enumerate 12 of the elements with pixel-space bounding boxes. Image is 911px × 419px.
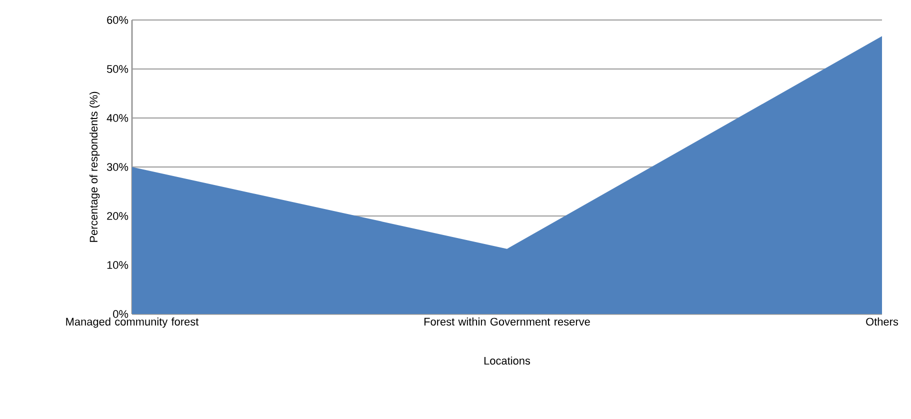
y-tick-label: 30% [106, 163, 128, 171]
y-tick-label: 20% [107, 212, 128, 220]
y-tick-label: 50% [106, 65, 128, 73]
y-tick-label: 60% [107, 16, 128, 24]
x-tick-label: Managed community forest [66, 318, 199, 328]
y-tick-label: 10% [107, 261, 128, 269]
y-axis-title: Percentage of respondents (%) [89, 92, 100, 242]
x-axis-title: Locations [484, 356, 530, 365]
x-tick-label: Forest within Government reserve [424, 318, 590, 326]
x-tick-label: Others [866, 318, 898, 326]
y-tick-label: 0% [113, 310, 128, 318]
y-tick-label: 40% [106, 114, 128, 122]
